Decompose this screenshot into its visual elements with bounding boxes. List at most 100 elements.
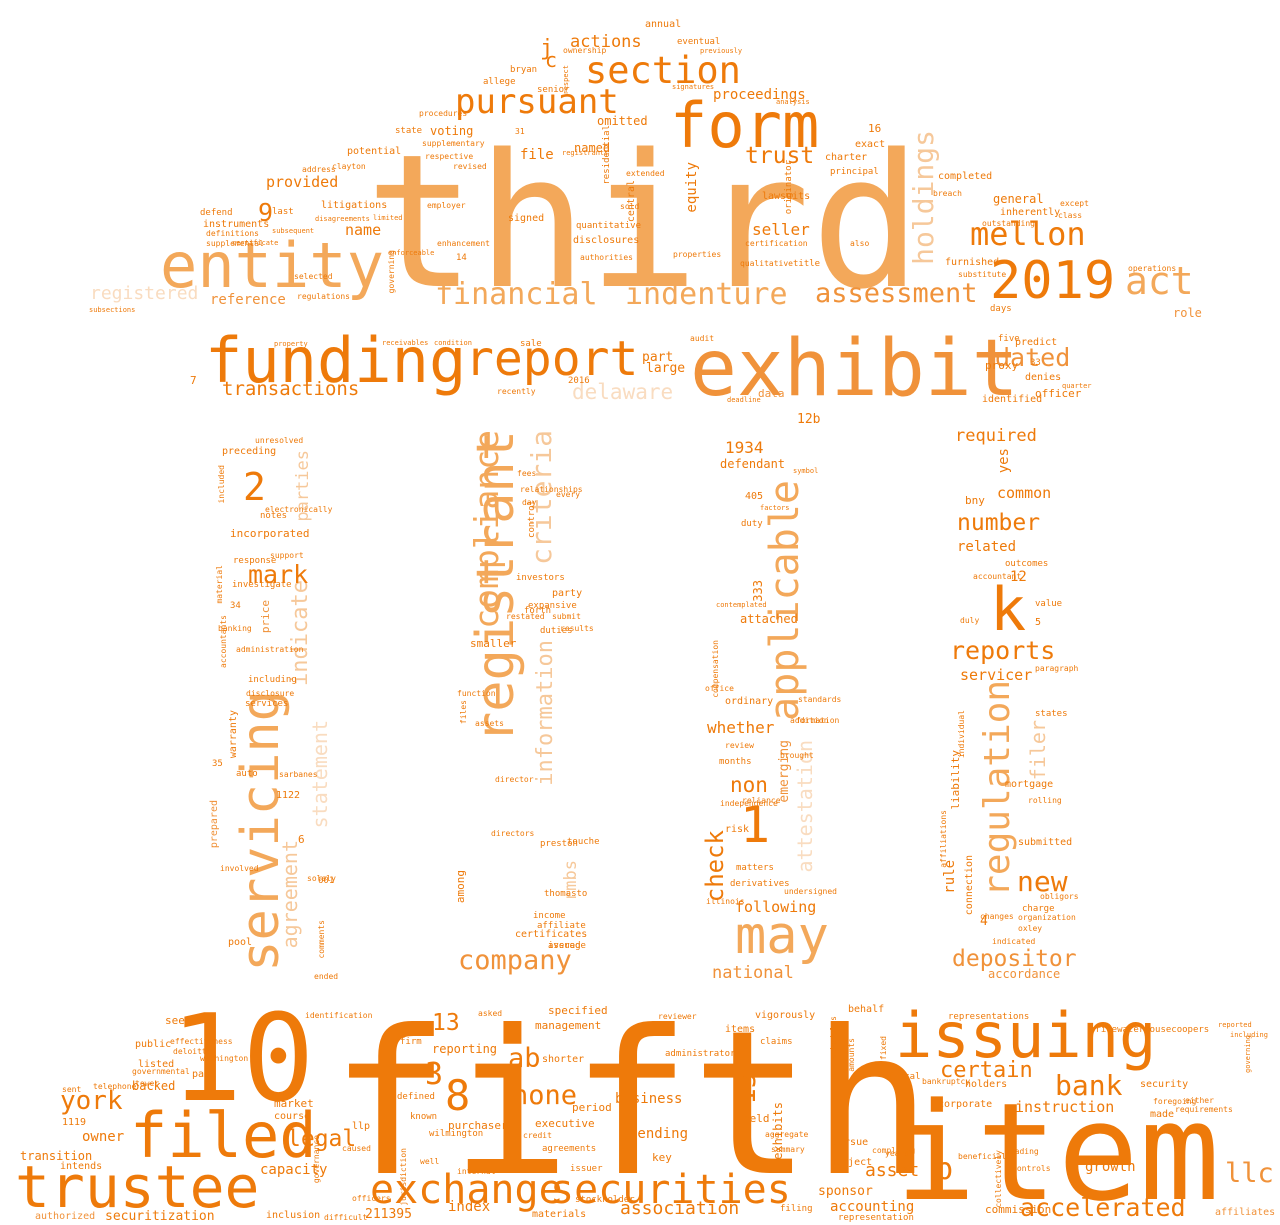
cloud-word: reference [210, 292, 286, 308]
cloud-word: exhibit [690, 324, 1019, 414]
cloud-word: delaware [572, 380, 674, 404]
cloud-word: including [248, 675, 297, 685]
cloud-word: quarter [1062, 382, 1092, 390]
cloud-word: pursue [832, 1137, 869, 1148]
cloud-word: registrants [562, 149, 609, 157]
cloud-word: including [1230, 1031, 1268, 1039]
cloud-word: 16 [868, 122, 882, 135]
cloud-word: organization [1018, 913, 1076, 922]
cloud-word: unresolved [255, 436, 304, 445]
cloud-word: ended [314, 972, 339, 981]
cloud-word: effectiveness [170, 1037, 233, 1046]
cloud-word: 12 [1010, 569, 1027, 585]
cloud-word: definitions [206, 229, 259, 238]
cloud-word: securitization [105, 1209, 215, 1224]
cloud-word: derivatives [730, 879, 790, 889]
cloud-word: fees [517, 469, 537, 478]
cloud-word: name [345, 221, 382, 239]
cloud-word: potential [347, 146, 402, 157]
cloud-word: smaller [470, 637, 517, 650]
cloud-word: directors [491, 829, 535, 838]
cloud-word: 35 [212, 759, 223, 769]
cloud-word: bryan [510, 65, 538, 75]
cloud-word: sarbanes [279, 770, 318, 779]
cloud-word: b [935, 1152, 954, 1187]
cloud-word: equity [684, 162, 700, 213]
cloud-word: value [1035, 599, 1063, 609]
cloud-word: attached [740, 612, 798, 626]
cloud-word: authorities [580, 253, 633, 262]
cloud-word: pricewaterhousecoopers [1090, 1025, 1210, 1035]
cloud-word: 13 [432, 1010, 460, 1036]
cloud-word: instruction [1015, 1098, 1115, 1116]
cloud-word: amounts [847, 1038, 856, 1072]
cloud-word: outcomes [1005, 559, 1049, 569]
cloud-word: touche [567, 837, 600, 847]
cloud-word: individual [957, 710, 966, 759]
cloud-word: governmental [132, 1067, 190, 1076]
cloud-word: affiliations [939, 810, 948, 868]
cloud-word: washington [200, 1054, 249, 1063]
cloud-word: york [60, 1086, 123, 1116]
cloud-word: supplemental [206, 239, 264, 248]
cloud-word: also [850, 239, 870, 248]
cloud-word: reliance [742, 796, 781, 805]
cloud-word: mellon [970, 215, 1086, 253]
cloud-word: exchange [370, 1167, 563, 1213]
cloud-word: material [215, 565, 224, 604]
cloud-word: preceding [222, 446, 277, 457]
cloud-word: procedures [419, 109, 468, 118]
cloud-word: pursuant [455, 82, 619, 122]
cloud-word: accelerated [1020, 1193, 1186, 1222]
cloud-word: operations [1128, 264, 1177, 273]
cloud-word: claims [760, 1037, 793, 1047]
cloud-word: liability [949, 750, 962, 810]
cloud-word: reviewer [658, 1012, 697, 1021]
cloud-word: investors [516, 573, 565, 583]
cloud-word: files [459, 700, 468, 725]
cloud-word: 405 [745, 491, 764, 502]
cloud-word: issued [548, 941, 581, 951]
cloud-word: market [274, 1097, 314, 1110]
cloud-word: growth [1085, 1159, 1136, 1175]
cloud-word: function [457, 689, 496, 698]
cloud-word: seller [752, 220, 810, 239]
cloud-word: lawsuits [762, 191, 811, 202]
cloud-word: 211395 [365, 1207, 412, 1222]
cloud-word: administration [236, 645, 304, 654]
cloud-word: new [1017, 865, 1068, 898]
cloud-word: third [365, 114, 922, 330]
cloud-word: representations [948, 1012, 1030, 1022]
cloud-word: income [533, 911, 566, 921]
cloud-word: annual [645, 19, 682, 30]
cloud-word: c [545, 48, 558, 72]
cloud-word: behalf [848, 1004, 885, 1015]
cloud-word: intends [60, 1161, 103, 1172]
cloud-word: limited [373, 214, 403, 222]
cloud-word: 10 [170, 990, 315, 1129]
cloud-word: 15 [731, 1072, 762, 1105]
cloud-word: support [270, 551, 304, 560]
cloud-word: except [1060, 199, 1089, 208]
cloud-word: bny [965, 494, 985, 507]
cloud-word: 1 [740, 796, 771, 854]
cloud-word: yes [996, 448, 1012, 474]
cloud-word: extended [626, 169, 665, 178]
cloud-word: caused [342, 1144, 371, 1153]
cloud-word: solely [307, 874, 336, 883]
cloud-word: firm [400, 1037, 422, 1047]
cloud-word: duty [741, 519, 763, 529]
cloud-word: affiliates [1215, 1207, 1276, 1218]
cloud-word: authorized [35, 1211, 96, 1222]
cloud-word: exact [855, 139, 886, 150]
cloud-word: form [670, 89, 820, 162]
cloud-word: sale [520, 339, 542, 349]
cloud-word: filing [780, 1204, 813, 1214]
cloud-word: listed [138, 1059, 175, 1070]
cloud-word: summary [771, 1145, 805, 1154]
cloud-word: registered [90, 283, 199, 304]
cloud-word: depositor [952, 946, 1077, 972]
cloud-word: filer [1026, 720, 1050, 781]
cloud-word: services [245, 699, 289, 709]
